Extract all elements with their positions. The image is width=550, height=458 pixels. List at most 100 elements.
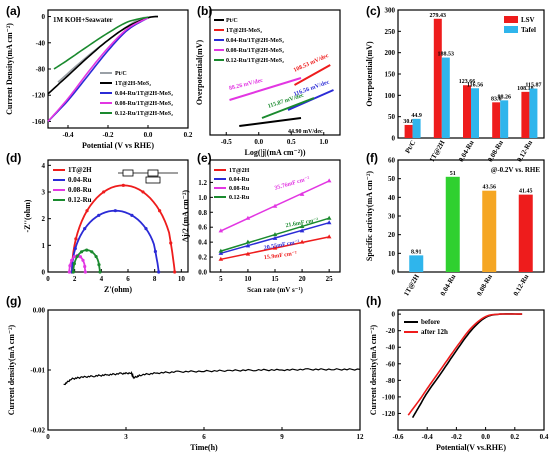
nyquist-point — [81, 258, 85, 262]
cdl-point — [245, 239, 251, 244]
activity-bar-label: 51 — [450, 171, 456, 177]
activity-category: 0.08-Ru — [475, 273, 494, 297]
tafel-x-tick-label: -0.5 — [221, 138, 233, 146]
nyquist-point — [83, 264, 87, 269]
tafel-fit-line — [239, 117, 302, 127]
panel-label-g: (g) — [6, 294, 21, 308]
stability-y-tick-label: -0.02 — [30, 427, 45, 435]
nyquist-arc — [72, 249, 101, 273]
activity-bar — [409, 255, 424, 272]
cdl-fit-label: 35.76mF cm⁻² — [274, 176, 311, 192]
durability-series-line — [407, 313, 523, 416]
nyquist-y-tick-label: 4 — [42, 162, 46, 170]
panel-label-e: (e) — [197, 151, 212, 165]
nyquist-point — [90, 250, 94, 254]
durability-x-tick-label: 0.4 — [540, 433, 549, 441]
nyquist-y-label: -Z''(ohm) — [23, 199, 32, 232]
overpot-y-tick-label: 50 — [388, 113, 396, 121]
panel-label-a: (a) — [6, 4, 21, 18]
tafel-fit-line — [294, 64, 331, 86]
activity-y-tick-label: 20 — [388, 231, 396, 239]
nyquist-point — [72, 255, 76, 259]
nyquist-point — [68, 264, 72, 268]
lsv-series-line — [53, 16, 149, 70]
tafel-legend-label: 1T@2H-MoS₂ — [226, 28, 262, 34]
lsv-series-line — [47, 17, 149, 122]
activity-category: 0.04-Ru — [439, 273, 458, 297]
cdl-point — [326, 215, 332, 220]
cdl-point — [245, 243, 251, 248]
cdl-point — [299, 239, 305, 244]
cdl-legend-label: 1T@2H — [229, 168, 250, 174]
cdl-point — [218, 228, 224, 233]
activity-bar-label: 43.56 — [483, 185, 497, 191]
nyquist-y-tick-label: 0 — [42, 269, 46, 277]
activity-category: 0.12-Ru — [512, 273, 531, 297]
nyquist-y-tick-label: 3 — [42, 189, 46, 197]
lsv-x-label: Potential (V vs RHE) — [82, 141, 154, 150]
overpot-y-tick-label: 300 — [385, 7, 396, 15]
cdl-point — [245, 251, 251, 256]
nyquist-point — [169, 241, 173, 245]
cdl-x-tick-label: 10 — [244, 275, 252, 283]
tafel-legend-label: 0.08-Ru/1T@2H-MoS₂ — [226, 48, 284, 54]
overpot-y-tick-label: 0 — [392, 135, 396, 143]
tafel-fit-line — [261, 97, 315, 119]
nyquist-point — [71, 270, 75, 274]
nyquist-point — [70, 258, 74, 262]
cdl-legend-label: 0.04-Ru — [229, 177, 250, 183]
nyquist-point — [83, 227, 87, 231]
lsv-x-tick-label: 0.0 — [144, 131, 153, 139]
tafel-x-tick-label: 0.0 — [254, 138, 263, 146]
panel-label-f: (f) — [366, 151, 378, 165]
cdl-point — [272, 232, 278, 237]
cdl-point — [245, 215, 251, 220]
nyquist-point — [173, 270, 177, 274]
nyquist-point — [74, 237, 78, 241]
nyquist-x-tick-label: 10 — [178, 275, 186, 283]
nyquist-x-tick-label: 6 — [126, 275, 130, 283]
overpot-bar-label: 30.6 — [403, 119, 414, 125]
tafel-fit-line — [229, 77, 302, 101]
tafel-y-label: Overpotential(mV) — [195, 40, 204, 106]
nyquist-point — [78, 255, 82, 259]
overpot-bar — [441, 57, 450, 138]
lsv-legend-label: 1T@2H-MoS₂ — [115, 81, 151, 87]
overpot-bar — [492, 102, 501, 138]
overpot-y-tick-label: 200 — [385, 49, 396, 57]
durability-legend-label: after 12h — [421, 328, 448, 336]
nyquist-point — [73, 246, 77, 251]
cdl-y-tick-label: 1.2 — [198, 179, 207, 187]
tafel-legend-label: Pt/C — [226, 18, 238, 24]
lsv-x-tick-label: 0.2 — [184, 131, 193, 139]
overpot-bar — [500, 100, 509, 138]
cdl-point — [299, 191, 305, 196]
tafel-frame — [209, 9, 341, 136]
overpot-bar-label: 88.26 — [497, 94, 511, 100]
tafel-slope-label: 88.26 mV/dec — [229, 78, 264, 92]
panel-label-c: (c) — [366, 4, 381, 18]
cdl-y-tick-label: 0.8 — [198, 209, 207, 217]
overpot-bar-label: 123.66 — [459, 79, 476, 85]
nyquist-point — [141, 190, 145, 194]
nyquist-x-tick-label: 0 — [46, 275, 50, 283]
activity-y-label: Specific activity(mA cm⁻²) — [365, 171, 374, 261]
tafel-x-label: Log(|j|(mA cm⁻²)) — [244, 148, 305, 157]
nyquist-legend-label: 0.08-Ru — [68, 186, 92, 194]
tafel-legend-label: 0.12-Ru/1T@2H-MoS₂ — [226, 58, 284, 64]
durability-x-tick-label: 0.2 — [510, 433, 519, 441]
cdl-fit-label: 21.6mF cm⁻² — [285, 217, 319, 229]
nyquist-y-tick-label: 2 — [42, 215, 46, 223]
durability-y-tick-label: -100 — [382, 393, 395, 401]
lsv-y-tick-label: 0 — [42, 13, 46, 21]
nyquist-x-tick-label: 2 — [73, 275, 77, 283]
overpot-bar-label: 44.9 — [411, 113, 422, 119]
cdl-y-tick-label: 0.2 — [198, 254, 207, 262]
durability-y-tick-label: -20 — [386, 327, 396, 335]
cdl-x-tick-label: 15 — [272, 275, 280, 283]
durability-y-tick-label: -60 — [386, 360, 396, 368]
overpot-bar — [463, 85, 471, 138]
overpot-y-tick-label: 100 — [385, 92, 396, 100]
panel-label-d: (d) — [6, 151, 21, 165]
